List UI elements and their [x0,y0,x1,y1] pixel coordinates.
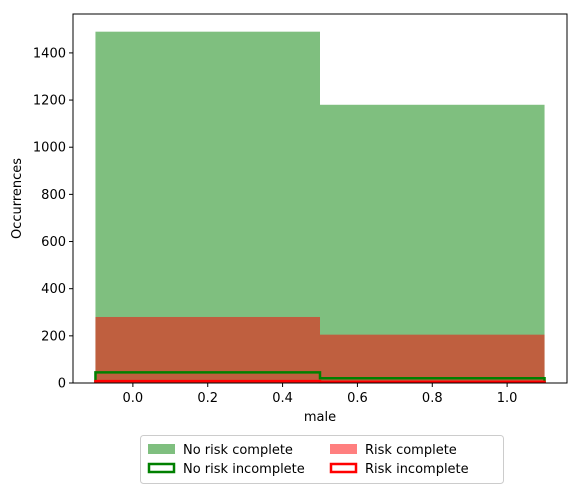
y-tick-label: 0 [58,377,66,392]
legend-box [140,435,504,484]
step-no-risk-incomplete [94,371,546,383]
y-tick-label: 800 [41,188,66,203]
legend-label: No risk incomplete [183,462,305,477]
legend-label: Risk incomplete [365,462,469,477]
x-axis-title: male [304,410,336,425]
plot-frame [72,13,568,384]
legend-item-risk-incomplete: Risk incomplete [329,462,469,477]
legend-item-risk-complete: Risk complete [330,443,457,458]
x-tick-label: 0.2 [197,391,218,406]
bars-layer [95,31,545,383]
x-tick-label: 0.8 [422,391,443,406]
legend-swatch [148,444,175,454]
x-tick-label: 1.0 [497,391,518,406]
bar-risk-complete-1 [320,334,545,383]
legend-label: No risk complete [183,443,293,458]
step-outlines-layer [94,371,546,384]
legend-item-no-risk-incomplete: No risk incomplete [147,462,305,477]
y-tick-label: 1000 [33,141,66,156]
legend-swatch [329,462,358,474]
legend: No risk complete No risk incomplete Risk c… [140,435,504,484]
step-risk-incomplete [94,379,546,384]
x-axis-ticks: 0.0 0.2 0.4 0.6 0.8 1.0 [123,383,518,406]
legend-swatch [147,462,176,474]
legend-item-no-risk-complete: No risk complete [148,443,293,458]
y-tick-label: 1400 [33,46,66,61]
y-tick-label: 400 [41,282,66,297]
legend-label: Risk complete [365,443,457,458]
x-tick-label: 0.0 [123,391,144,406]
x-tick-label: 0.4 [272,391,293,406]
y-axis-ticks: 0 200 400 600 800 1000 1200 1400 [33,46,73,392]
y-tick-label: 200 [41,329,66,344]
y-axis-title: Occurrences [10,158,25,239]
legend-swatch [330,444,357,454]
x-tick-label: 0.6 [347,391,368,406]
y-tick-label: 1200 [33,94,66,109]
y-tick-label: 600 [41,235,66,250]
